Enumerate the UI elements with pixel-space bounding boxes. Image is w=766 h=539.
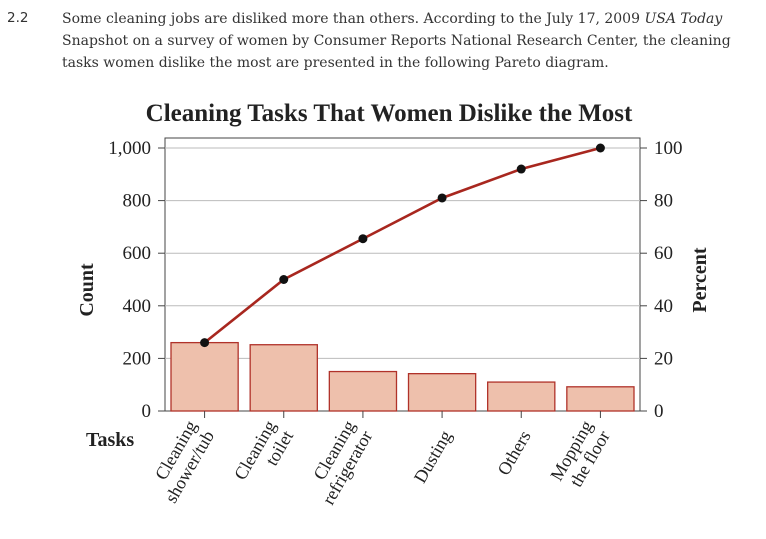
cumulative-percent-point [595, 143, 605, 153]
bar [170, 341, 239, 412]
x-tick-label: Cleaningshower/tub [143, 417, 218, 506]
problem-number: 2.2 [7, 10, 29, 26]
y2-tick-label: 20 [654, 348, 673, 369]
problem-statement: 2.2 Some cleaning jobs are disliked more… [0, 6, 766, 76]
y2-tick-label: 0 [654, 401, 664, 422]
bar [566, 386, 635, 412]
plot-area [164, 137, 641, 412]
bar [407, 373, 477, 412]
x-tick-label: Cleaningtoilet [230, 417, 297, 493]
cumulative-percent-point [358, 234, 368, 244]
bar [328, 370, 398, 412]
bar [249, 344, 318, 412]
y-tick-label: 1,000 [108, 138, 151, 159]
x-tick-label-line: Others [493, 427, 534, 479]
x-tick-label: Others [493, 427, 534, 479]
y2-tick-label: 40 [654, 296, 673, 317]
y-axis-label: Count [76, 263, 98, 317]
y-tick-label: 600 [123, 243, 152, 264]
y-tick-label: 200 [123, 348, 152, 369]
cumulative-percent-point [279, 275, 289, 284]
cumulative-percent-line [203, 146, 601, 344]
x-tick-label: Dusting [410, 427, 456, 486]
y-tick-label: 800 [123, 191, 152, 212]
problem-text-part1: Some cleaning jobs are disliked more tha… [62, 11, 645, 27]
x-axis-label: Tasks [86, 429, 134, 451]
cumulative-percent-point [437, 193, 447, 203]
chart-title: Cleaning Tasks That Women Dislike the Mo… [146, 100, 633, 127]
problem-source: USA Today [644, 11, 723, 27]
x-tick-label: Cleaningrefrigerator [301, 417, 377, 508]
x-tick-label-line: Dusting [410, 427, 456, 486]
problem-text: Some cleaning jobs are disliked more tha… [62, 8, 762, 74]
problem-text-part2: Snapshot on a survey of women by Consume… [62, 33, 731, 71]
y2-tick-label: 100 [654, 138, 683, 159]
cumulative-percent-point [200, 338, 210, 348]
bar [487, 381, 556, 412]
y2-tick-label: 80 [654, 191, 673, 212]
y-tick-label: 0 [142, 401, 152, 422]
x-tick-label: Moppingthe floor [546, 417, 614, 494]
y2-axis-label: Percent [689, 247, 711, 312]
y-tick-label: 400 [123, 296, 152, 317]
cumulative-percent-point [516, 164, 526, 174]
y2-tick-label: 60 [654, 243, 673, 264]
